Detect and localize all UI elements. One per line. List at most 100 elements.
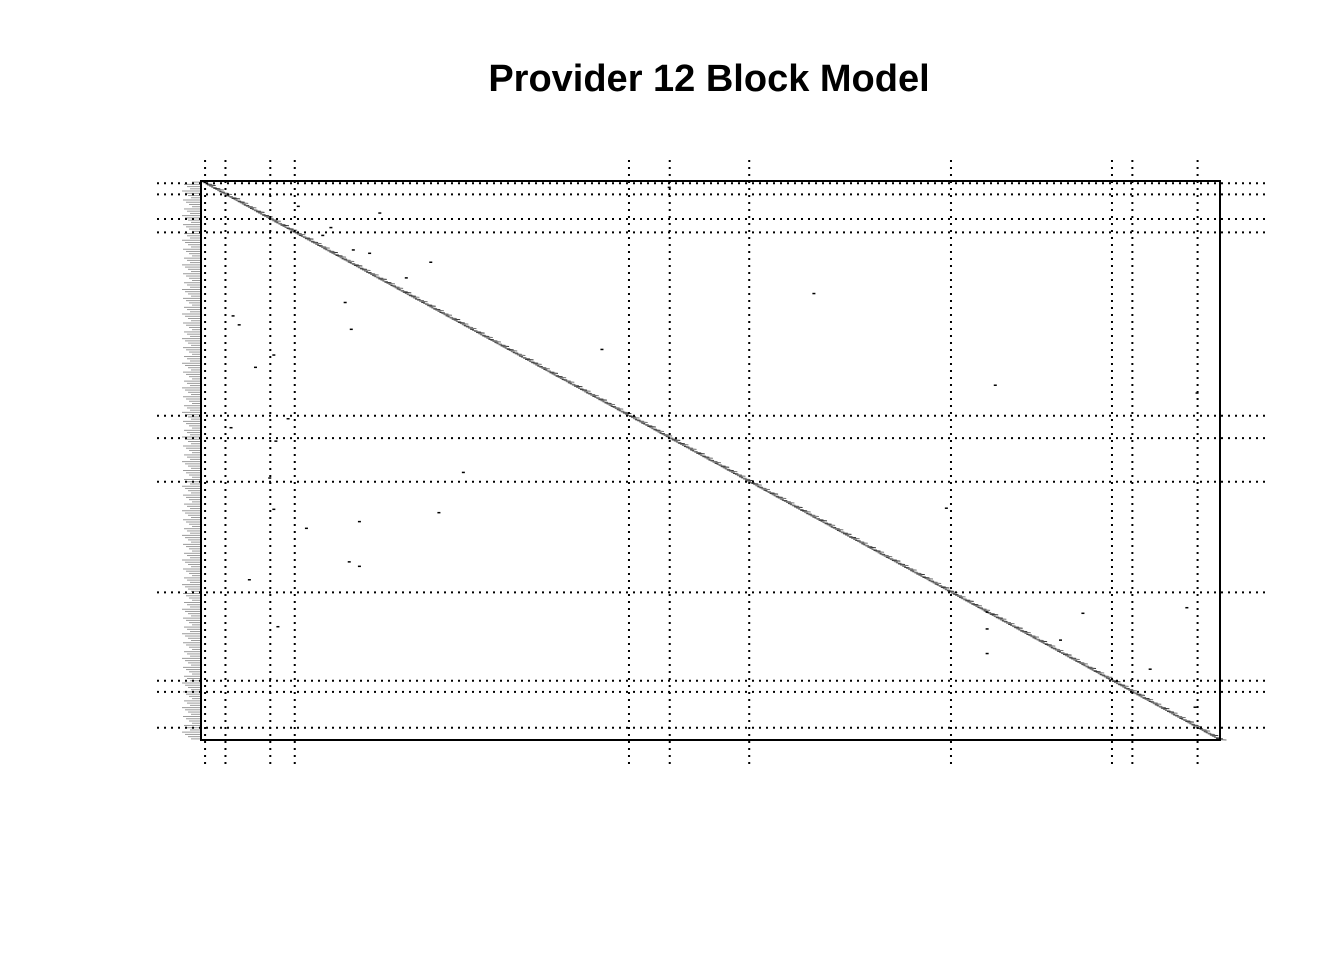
band-mark (1142, 697, 1150, 700)
band-mark (333, 253, 340, 256)
band-mark (1016, 628, 1021, 630)
band-mark (926, 579, 931, 581)
band-mark (414, 298, 421, 301)
band-mark (1158, 706, 1166, 709)
band-mark (500, 345, 510, 348)
band-mark (810, 515, 819, 517)
band-mark (471, 329, 478, 332)
band-mark (551, 373, 556, 375)
band-mark (798, 508, 804, 511)
band-mark (690, 449, 695, 451)
band-mark (957, 595, 966, 598)
band-mark (455, 320, 462, 323)
band-mark (692, 450, 698, 453)
band-mark (1026, 633, 1032, 636)
band-mark (624, 413, 629, 416)
band-mark (1144, 698, 1154, 701)
band-mark (993, 615, 1000, 618)
band-mark (834, 528, 844, 531)
band-mark (433, 308, 441, 311)
band-mark (830, 526, 837, 529)
band-mark (227, 195, 234, 198)
band-mark (853, 538, 858, 541)
band-mark (899, 564, 909, 567)
band-mark (655, 430, 665, 432)
band-mark (883, 555, 893, 558)
band-mark (421, 301, 426, 304)
band-mark (555, 375, 563, 378)
band-mark (392, 286, 400, 288)
band-mark (533, 363, 542, 365)
band-mark (510, 351, 515, 353)
band-mark (1113, 681, 1119, 684)
band-mark (783, 500, 791, 503)
band-mark (1185, 721, 1194, 723)
band-mark (1138, 695, 1143, 697)
tie-mark (437, 511, 441, 514)
row-labels (182, 181, 200, 740)
band-mark (376, 277, 384, 279)
band-mark (702, 456, 710, 458)
band-mark (1118, 684, 1126, 686)
band-mark (394, 287, 404, 289)
band-mark (1054, 649, 1064, 652)
band-mark (588, 393, 596, 396)
band-mark (767, 491, 775, 494)
band-mark (1175, 715, 1183, 718)
band-mark (610, 405, 617, 408)
band-mark (1014, 627, 1023, 629)
band-mark (873, 550, 881, 552)
band-mark (1083, 665, 1090, 667)
band-mark (861, 543, 866, 545)
band-mark (918, 574, 923, 577)
band-mark (755, 485, 760, 487)
band-mark (512, 352, 519, 354)
band-mark (759, 487, 767, 489)
band-mark (846, 535, 853, 538)
tie-mark (349, 328, 353, 331)
band-mark (272, 220, 281, 222)
band-mark (404, 292, 409, 295)
band-mark (278, 223, 286, 226)
band-mark (539, 366, 547, 369)
tie-mark (378, 212, 382, 214)
band-mark (243, 204, 250, 207)
band-mark (586, 392, 592, 394)
band-mark (1056, 650, 1062, 653)
band-mark (457, 321, 465, 324)
band-mark (908, 569, 917, 571)
band-mark (594, 396, 600, 399)
band-mark (802, 510, 811, 513)
band-mark (439, 311, 446, 314)
tie-mark (1058, 639, 1062, 641)
band-mark (529, 361, 535, 363)
band-mark (435, 309, 444, 312)
band-mark (488, 338, 494, 341)
band-mark (1087, 667, 1097, 669)
band-mark (561, 378, 568, 381)
band-mark (286, 228, 294, 230)
band-mark (1128, 689, 1137, 692)
band-mark (1199, 728, 1207, 731)
band-mark (639, 421, 648, 424)
band-mark (1048, 646, 1053, 648)
band-mark (614, 408, 624, 410)
band-mark (284, 226, 291, 229)
band-mark (999, 619, 1004, 621)
band-mark (997, 618, 1007, 620)
band-mark (826, 524, 836, 526)
band-mark (380, 279, 385, 282)
band-mark (869, 547, 874, 550)
band-mark (520, 356, 527, 359)
band-mark (211, 186, 217, 189)
band-mark (213, 187, 221, 190)
band-mark (726, 469, 734, 472)
band-mark (486, 337, 491, 340)
band-mark (474, 330, 482, 333)
block-boundaries (157, 160, 1265, 765)
band-mark (388, 283, 393, 286)
band-mark (787, 503, 793, 505)
band-mark (535, 364, 540, 367)
band-mark (665, 435, 670, 438)
band-mark (577, 387, 584, 390)
